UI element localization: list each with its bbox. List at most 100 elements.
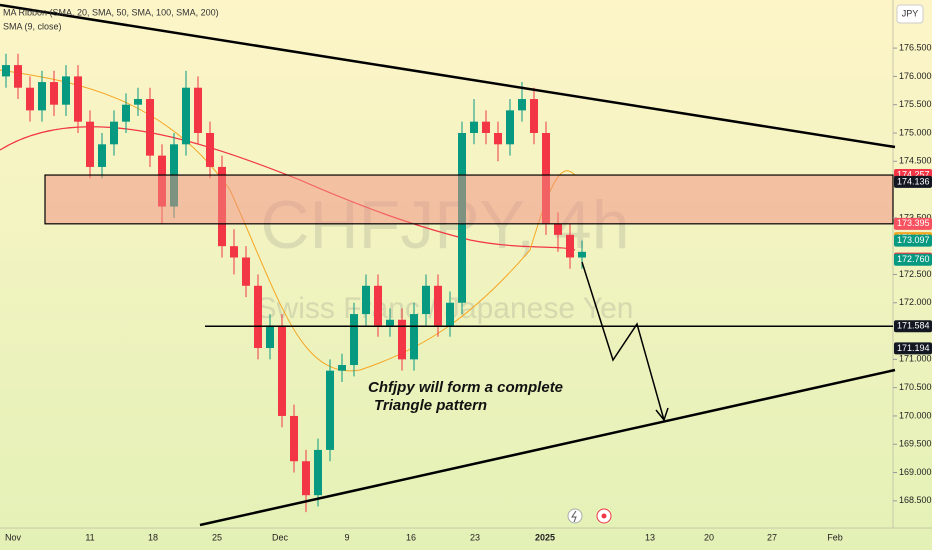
candle-body (530, 99, 538, 133)
annotation: Triangle pattern (374, 397, 487, 414)
annotation: Chfjpy will form a complete (368, 379, 563, 396)
x-tick-label: 25 (212, 532, 222, 542)
candle-body (554, 223, 562, 235)
x-tick-label: 13 (645, 532, 655, 542)
x-tick-label: 18 (148, 532, 158, 542)
y-tick-label: 176.000 (899, 71, 932, 81)
y-tick-label: 176.500 (899, 42, 932, 52)
candle-body (566, 234, 574, 258)
currency-button[interactable] (896, 4, 924, 24)
y-tick-label: 169.500 (899, 439, 932, 449)
candle-body (506, 110, 514, 145)
y-tick-label: 175.500 (899, 99, 932, 109)
candle-body (518, 99, 526, 111)
x-tick-label: 23 (470, 532, 480, 542)
y-tick-label: 173.500 (899, 212, 932, 222)
price-tag (894, 175, 932, 188)
price-tag (894, 320, 932, 333)
candle-body (278, 325, 286, 416)
candle-body (410, 314, 418, 360)
indicator-label: SMA (9, close) (3, 21, 62, 31)
candle-body (50, 82, 58, 105)
candle-body (422, 285, 430, 315)
candle-body (14, 65, 22, 88)
candle-body (146, 99, 154, 156)
event-icon-bolt (571, 510, 577, 523)
candle-body (194, 87, 202, 133)
y-tick-label: 170.500 (899, 382, 932, 392)
x-tick-label: 2025 (535, 532, 555, 542)
candle-body (134, 99, 142, 105)
y-tick-label: 172.500 (899, 269, 932, 279)
y-tick-label: 174.500 (899, 156, 932, 166)
candle-body (2, 65, 10, 77)
indicator-label: MA Ribbon (SMA, 20, SMA, 50, SMA, 100, S… (3, 7, 219, 17)
arrow-head (655, 407, 669, 422)
candle-body (578, 251, 586, 258)
candle-body (494, 132, 502, 145)
candle-body (26, 87, 34, 111)
price-tag-label: 171.194 (897, 343, 930, 353)
price-tag-label: 171.584 (897, 321, 930, 331)
price-tag-label: 173.395 (897, 218, 930, 228)
candle-body (338, 365, 346, 371)
x-tick-label: Dec (272, 532, 289, 542)
candle-body (470, 121, 478, 133)
price-tag (894, 342, 932, 355)
event-icon[interactable] (567, 508, 583, 524)
x-tick-label: Feb (827, 532, 843, 542)
price-tag-label: 172.760 (897, 254, 930, 264)
y-tick-label: 168.500 (899, 495, 932, 505)
watermark-subtitle: Swiss Franc / Japanese Yen (257, 292, 634, 325)
candle-body (230, 246, 238, 258)
resistance-zone (44, 174, 894, 225)
candle-body (38, 82, 46, 111)
event-icon-dot (601, 513, 607, 519)
candle-body (290, 415, 298, 462)
triangle-upper (0, 3, 896, 149)
candle-body (182, 87, 190, 145)
candle-body (434, 285, 442, 326)
candle-body (110, 121, 118, 145)
triangle-lower (199, 368, 896, 527)
x-tick-label: 11 (85, 532, 94, 542)
price-tag (894, 234, 932, 247)
candle-body (482, 121, 490, 133)
projection-arrow (581, 261, 665, 421)
x-tick-label: Nov (5, 532, 22, 542)
x-tick-label: 16 (406, 532, 416, 542)
currency-label: JPY (902, 8, 919, 18)
candle-body (254, 285, 262, 349)
y-tick-label: 171.000 (899, 354, 932, 364)
candle-body (266, 325, 274, 349)
price-tag-label: 173.097 (897, 235, 930, 245)
price-tag-label: 174.136 (897, 176, 930, 186)
y-tick-label: 170.000 (899, 410, 932, 420)
candle-body (446, 302, 454, 326)
y-tick-label: 172.000 (899, 297, 932, 307)
x-tick-label: 9 (344, 532, 349, 542)
x-tick-label: 20 (704, 532, 714, 542)
candle-body (242, 257, 250, 286)
y-tick-label: 169.000 (899, 467, 932, 477)
y-tick-label: 175.000 (899, 127, 932, 137)
candle-body (122, 104, 130, 122)
candle-body (74, 76, 82, 122)
candle-body (314, 449, 322, 496)
candle-body (374, 285, 382, 326)
candle-body (86, 121, 94, 167)
x-tick-label: 27 (767, 532, 777, 542)
candle-body (386, 319, 394, 326)
candle-body (398, 319, 406, 360)
candle-body (206, 132, 214, 167)
candle-body (362, 285, 370, 315)
candle-body (62, 76, 70, 105)
candle-body (326, 370, 334, 450)
candle-body (98, 144, 106, 167)
candle-body (302, 461, 310, 496)
candle-body (350, 314, 358, 366)
price-tag-label: 174.257 (897, 169, 930, 179)
price-tag (894, 217, 932, 230)
price-tag (894, 253, 932, 266)
